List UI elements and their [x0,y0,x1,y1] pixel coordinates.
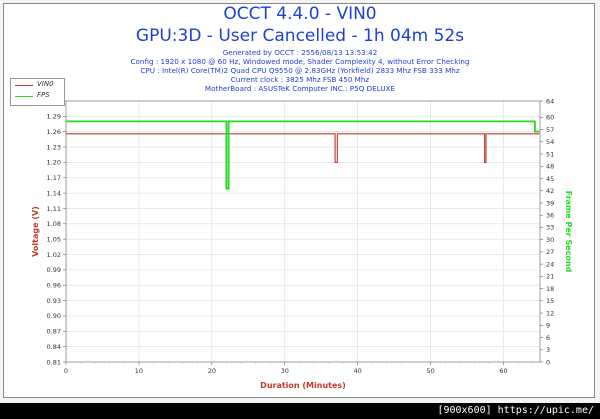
y-tick-label: 0.90 [47,312,61,320]
y2-tick-label: 36 [546,211,554,219]
y2-tick-label: 48 [546,163,554,171]
y2-tick-label: 6 [546,334,550,342]
x-tick-label: 20 [208,367,216,375]
y-tick-label: 0.99 [47,266,61,274]
y2-tick-label: 18 [546,285,554,293]
x-tick-label: 40 [354,367,362,375]
y-tick-label: 1.14 [47,189,61,197]
info-clock: Current clock : 3825 Mhz FSB 450 Mhz [230,75,370,84]
chart-legend: VIN0 FPS [10,78,65,106]
series-line-fps [66,120,540,190]
y-tick-label: 1.02 [47,251,61,259]
y2-tick-label: 12 [546,309,554,317]
y2-tick-label: 57 [546,126,554,134]
y-axis-title: Voltage (V) [31,206,40,257]
x-tick-label: 10 [135,367,143,375]
plot-area [66,101,540,362]
y2-tick-label: 9 [546,322,550,330]
y2-tick-label: 33 [546,224,554,232]
y2-tick-label: 21 [546,273,554,281]
y2-axis-title: Frame Per Second [564,191,573,273]
info-generated: Generated by OCCT : 2556/08/13 13:53:42 [222,48,378,57]
y2-tick-label: 30 [546,236,554,244]
chart-title: OCCT 4.4.0 - VIN0 [223,4,377,24]
y-tick-label: 1.05 [47,235,61,243]
legend-fps-swatch [15,96,33,97]
y-tick-label: 0.84 [47,343,61,351]
info-cpu: CPU : Intel(R) Core(TM)2 Quad CPU Q9550 … [140,66,460,75]
chart-plot: 0.81 0.84 0.87 0.90 0.93 0.96 0.99 1.02 1.05 1.08… [31,97,573,390]
y2-tick-label: 0 [546,358,550,366]
y-tick-label: 1.08 [47,220,61,228]
chart-subtitle: GPU:3D - User Cancelled - 1h 04m 52s [135,26,465,46]
y-tick-label: 0.93 [47,297,61,305]
y2-tick-label: 39 [546,199,554,207]
y2-tick-label: 54 [546,138,554,146]
y-tick-label: 1.17 [47,174,61,182]
y-tick-label: 1.23 [47,143,61,151]
y-tick-label: 1.20 [47,159,61,167]
plot-border [65,100,541,363]
info-config: Config : 1920 x 1080 @ 60 Hz, Windowed m… [130,57,470,66]
footer-bar: [900x600] https://upic.me/ [0,403,600,419]
y2-tick-label: 15 [546,297,554,305]
footer-watermark: [900x600] https://upic.me/ [437,405,594,416]
y-tick-label: 1.29 [47,113,61,121]
info-motherboard: MotherBoard : ASUSTeK Computer INC.: P5Q… [204,84,396,93]
legend-vin0-label: VIN0 [37,80,54,88]
y-tick-label: 1.11 [47,205,61,213]
y-tick-label: 1.26 [47,128,61,136]
y2-tick-label: 3 [546,346,550,354]
y2-tick-label: 45 [546,175,554,183]
x-tick-label: 0 [64,367,68,375]
y2-tick-label: 24 [546,260,554,268]
legend-vin0-swatch [15,85,33,86]
y2-tick-label: 64 [546,97,554,105]
y-tick-label: 0.81 [47,358,61,366]
y2-tick-label: 27 [546,248,554,256]
y-tick-label: 0.96 [47,282,61,290]
y2-tick-label: 60 [546,114,554,122]
series-line-vin0 [66,133,540,163]
x-axis-title: Duration (Minutes) [260,381,346,390]
y2-tick-label: 51 [546,150,554,158]
legend-fps-label: FPS [37,91,50,99]
y2-tick-label: 42 [546,187,554,195]
x-tick-label: 60 [499,367,507,375]
x-tick-label: 50 [426,367,434,375]
x-tick-label: 30 [281,367,289,375]
y-tick-label: 0.87 [47,328,61,336]
